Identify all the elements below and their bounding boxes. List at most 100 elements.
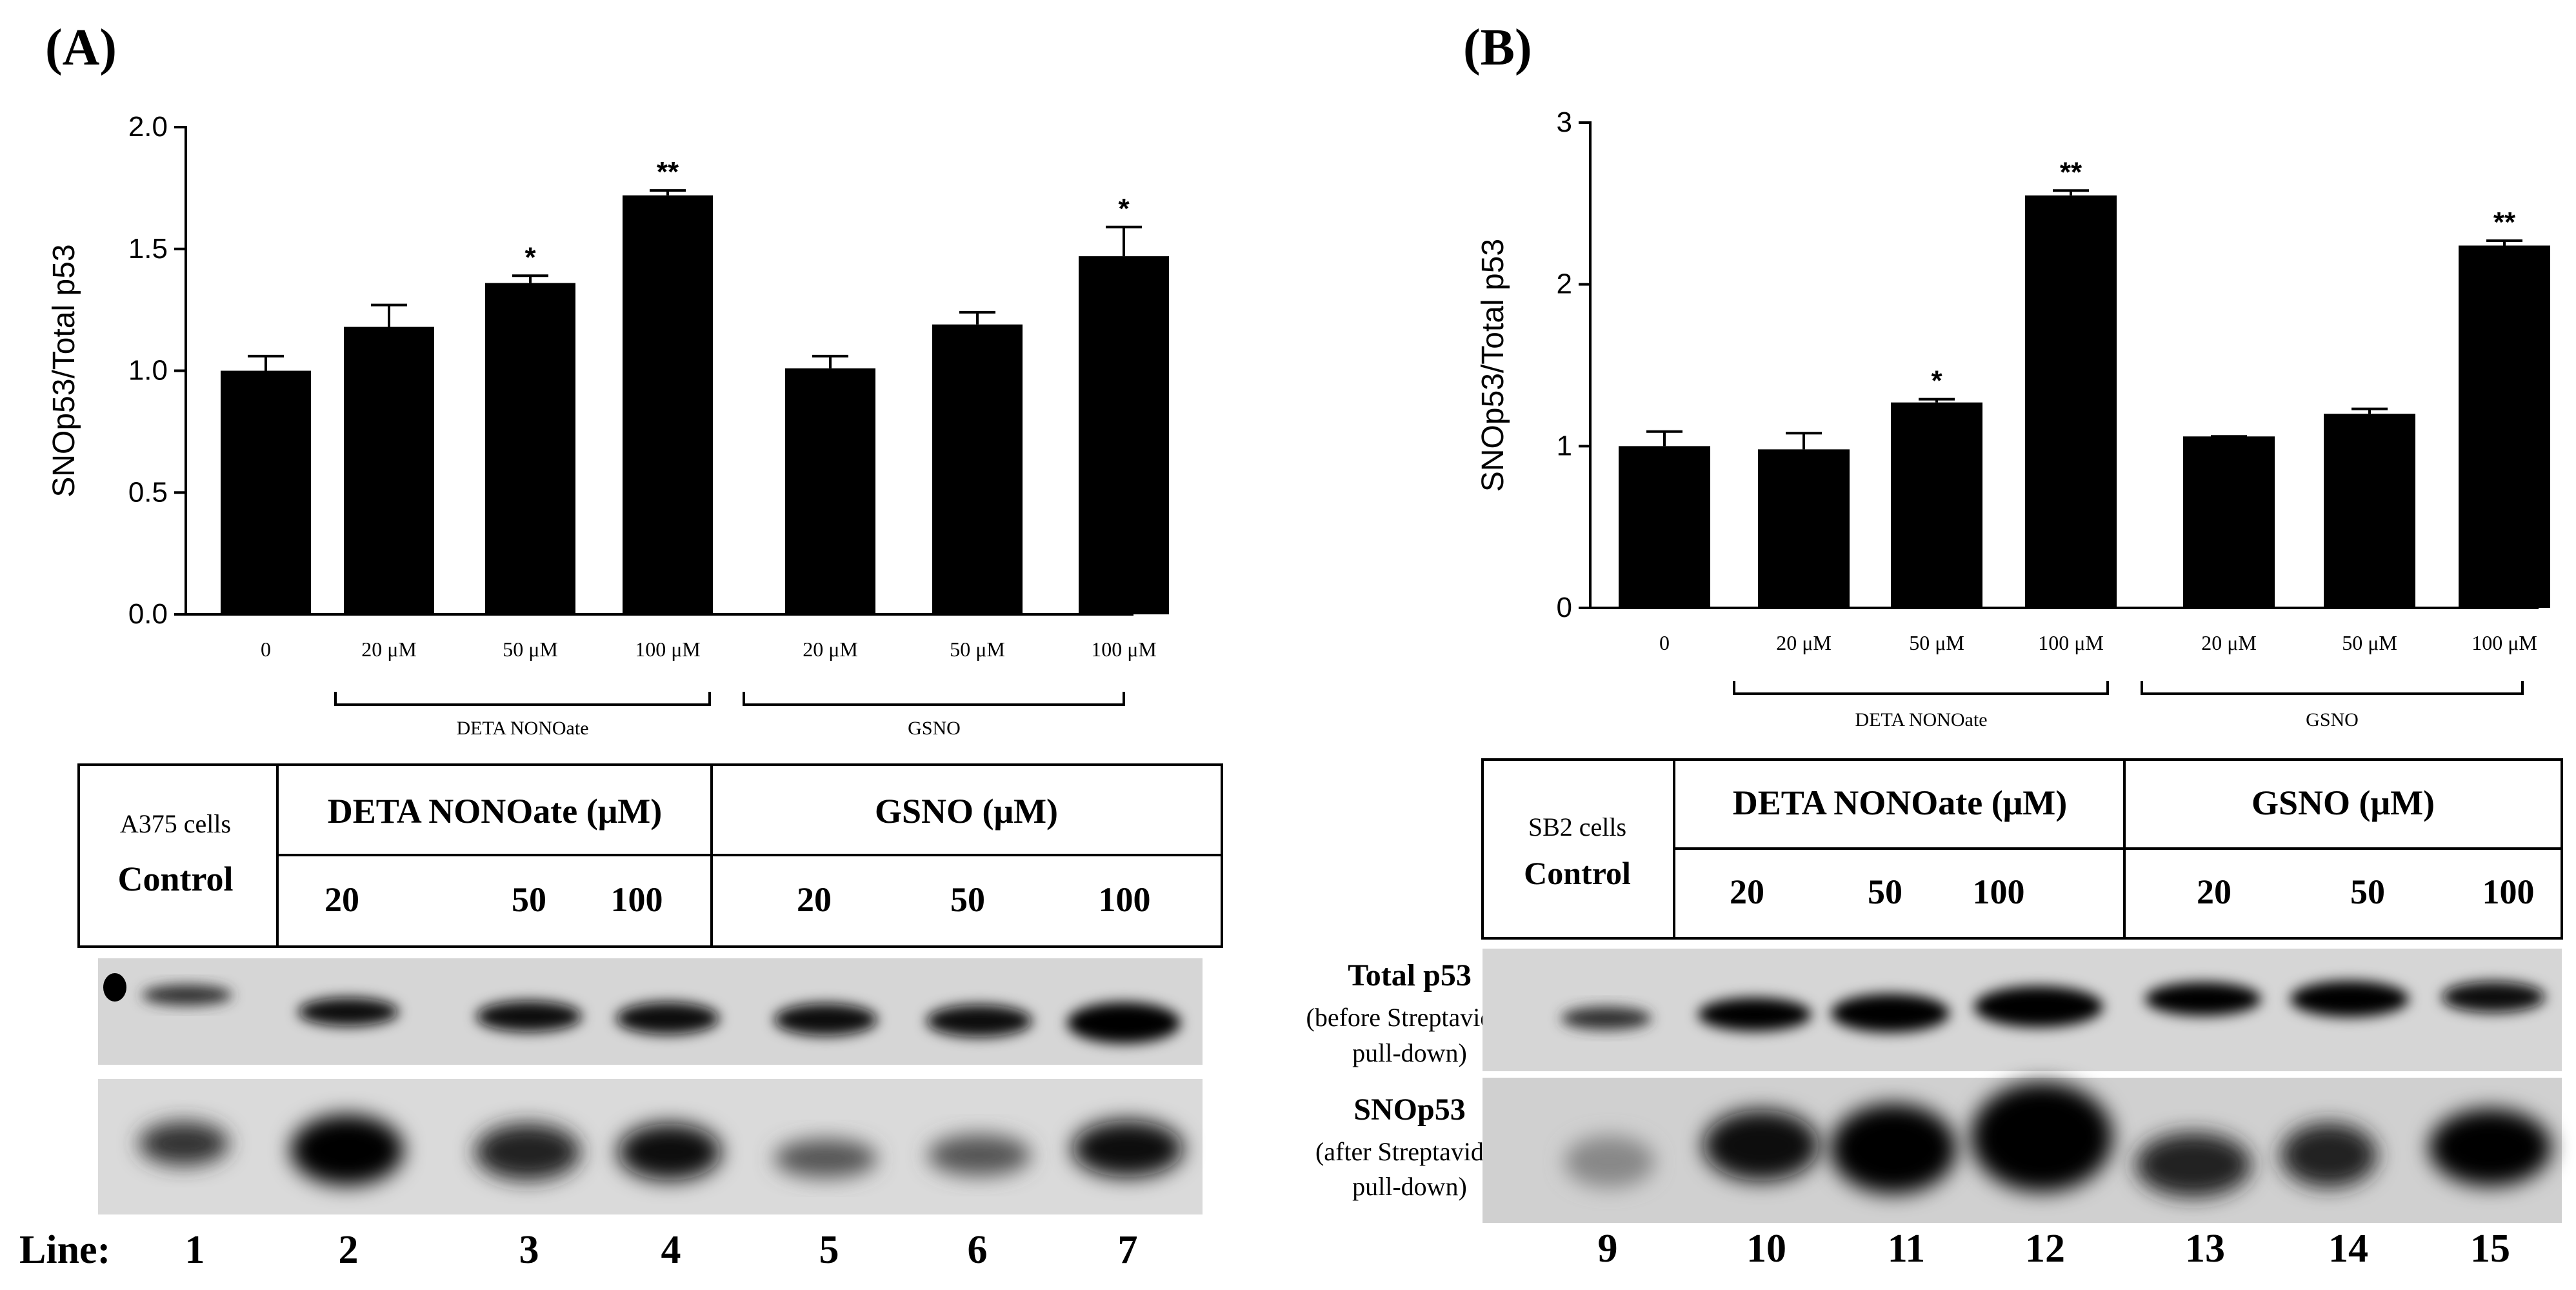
bar-a-4 [623,195,713,614]
y-tick-label-b: 0 [1557,592,1572,623]
chart-b: 0 1 2 3 SNOp53/Total p53 0 20 μM * 50 μM ** 100 μM… [1476,106,2550,654]
conc-a-20: 20 [324,880,359,919]
conc-b-g50: 50 [2350,872,2385,911]
lane-11: 11 [1888,1227,1926,1271]
category-label-b-6: 50 μM [2342,631,2397,654]
lane-12: 12 [2025,1227,2065,1271]
bar-b-2 [1758,449,1850,608]
conc-a-50: 50 [512,880,546,919]
bar-a-7 [1079,256,1169,614]
lane-10: 10 [1746,1227,1786,1271]
blot-snop53-b [1483,1078,2562,1223]
conc-b-g20: 20 [2197,872,2232,911]
significance-b-7: ** [2493,207,2516,238]
bar-a-3 [485,283,575,615]
conc-a-g100: 100 [1099,880,1151,919]
deta-header-b: DETA NONOate (μM) [1733,783,2068,822]
bar-a-2 [344,327,434,614]
category-label-a-3: 50 μM [503,638,558,661]
bar-b-4 [2025,195,2117,608]
control-label-b: Control [1524,855,1631,891]
bracket-label-deta-b: DETA NONOate [1855,709,1987,731]
treatment-table-a: A375 cells Control DETA NONOate (μM) GSN… [77,763,1223,948]
panel-letter-a: (A) [45,19,117,76]
category-label-b-2: 20 μM [1776,631,1832,654]
lane-7: 7 [1118,1228,1138,1272]
line-label: Line: [19,1228,110,1272]
bracket-label-deta-a: DETA NONOate [456,718,588,739]
bracket-gsno-a [743,692,1125,706]
category-label-b-3: 50 μM [1909,631,1964,654]
bracket-deta-b [1733,681,2109,695]
category-label-a-7: 100 μM [1091,638,1157,661]
bar-a-6 [932,324,1023,614]
total-p53-sub2: pull-down) [1352,1038,1467,1067]
conc-a-g20: 20 [797,880,832,919]
bar-a-1 [221,370,311,614]
significance-a-4: ** [657,156,679,188]
conc-a-g50: 50 [950,880,985,919]
category-label-a-1: 0 [261,638,271,661]
significance-b-4: ** [2060,156,2082,188]
lane-2: 2 [339,1228,359,1272]
bar-b-6 [2324,414,2415,608]
y-tick-label-a: 0.0 [128,598,168,630]
lane-1: 1 [185,1228,205,1272]
lane-5: 5 [819,1228,839,1272]
y-tick-label-a: 0.5 [128,476,168,508]
chart-a: 0.0 0.5 1.0 1.5 2.0 SNOp53/Total p53 0 20 μM * 50… [47,111,1169,661]
bracket-label-gsno-b: GSNO [2306,709,2359,731]
gsno-header-a: GSNO (μM) [875,792,1058,831]
significance-b-3: * [1931,365,1942,397]
y-tick-label-a: 1.0 [128,355,168,387]
category-label-a-6: 50 μM [950,638,1005,661]
category-label-a-4: 100 μM [635,638,701,661]
y-tick-label-b: 1 [1557,430,1572,461]
bar-b-7 [2459,245,2550,608]
y-tick-label-b: 3 [1557,106,1572,138]
total-p53-label: Total p53 [1348,958,1472,993]
bar-b-5 [2183,436,2275,608]
category-label-b-7: 100 μM [2471,631,2537,654]
blot-labels: Total p53 (before Streptavidin pull-down… [1306,958,1513,1201]
significance-a-3: * [524,241,536,273]
significance-a-7: * [1118,193,1130,225]
cell-line-a: A375 cells [120,809,231,838]
y-axis-label-a: SNOp53/Total p53 [47,244,81,497]
bar-a-5 [785,368,875,614]
bar-b-1 [1619,446,1710,608]
y-axis-label-b: SNOp53/Total p53 [1476,239,1510,492]
lane-14: 14 [2328,1227,2368,1271]
blot-total-p53-a [98,958,1203,1065]
bracket-gsno-b [2141,681,2524,695]
category-label-a-2: 20 μM [361,638,417,661]
deta-header-a: DETA NONOate (μM) [328,792,663,831]
snop53-label: SNOp53 [1353,1093,1465,1127]
lane-13: 13 [2185,1227,2225,1271]
conc-b-50: 50 [1868,872,1902,911]
category-label-b-4: 100 μM [2038,631,2104,654]
lane-4: 4 [661,1228,681,1272]
gsno-header-b: GSNO (μM) [2252,783,2435,822]
category-label-a-5: 20 μM [803,638,858,661]
conc-a-100: 100 [611,880,663,919]
blot-snop53-a [98,1079,1203,1214]
conc-b-20: 20 [1730,872,1764,911]
panel-letter-b: (B) [1463,19,1532,76]
lane-6: 6 [968,1228,988,1272]
conc-b-g100: 100 [2482,872,2535,911]
y-tick-label-a: 1.5 [128,233,168,265]
cell-line-b: SB2 cells [1528,812,1626,842]
bracket-deta-a [334,692,711,706]
treatment-table-b: SB2 cells Control DETA NONOate (μM) GSNO… [1481,758,2563,940]
lane-15: 15 [2470,1227,2510,1271]
snop53-sub2: pull-down) [1352,1172,1467,1201]
bracket-label-gsno-a: GSNO [908,718,961,739]
category-label-b-5: 20 μM [2201,631,2257,654]
conc-b-100: 100 [1973,872,2025,911]
blot-total-p53-b [1483,949,2562,1071]
lane-3: 3 [519,1228,539,1272]
y-tick-label-a: 2.0 [128,111,168,143]
total-p53-sub1: (before Streptavidin [1306,1003,1513,1032]
